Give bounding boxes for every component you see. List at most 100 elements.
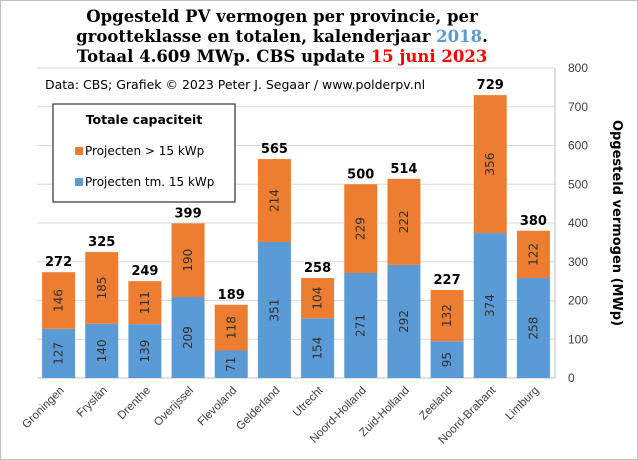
legend-label: Projecten > 15 kWp [85,144,204,158]
data-label-large: 214 [267,189,281,212]
data-label-large: 132 [440,304,454,327]
title-run: 2018 [436,27,482,46]
bar-segment-small [257,241,291,378]
bar-segment-large [301,278,335,319]
data-label-small: 71 [224,357,238,372]
data-label-large: 229 [354,217,368,240]
x-tick-label: Gelderland [234,385,282,433]
title-run: Totaal 4.609 MWp. CBS update [77,47,371,66]
total-label: 258 [304,261,331,276]
title-line: Totaal 4.609 MWp. CBS update 15 juni 202… [77,47,488,66]
bar-segment-small [344,272,378,378]
data-label-small: 351 [267,299,281,322]
bar-segment-small [214,350,248,378]
title-line: Opgesteld PV vermogen per provincie, per [86,7,478,26]
legend-swatch [75,147,83,155]
y-tick-label: 200 [568,294,588,308]
data-label-small: 127 [52,342,66,365]
total-label: 514 [390,162,417,177]
bar-segment-large [214,304,248,351]
bar-segment-small [430,341,464,378]
total-label: 399 [175,206,202,221]
total-label: 500 [347,167,374,182]
bar-segment-small [171,297,205,378]
x-tick-label: Limburg [504,385,542,423]
data-label-small: 140 [95,339,109,362]
y-axis-label: Opgesteld vermogen (MWp) [609,120,624,326]
bar-segment-large [473,95,507,234]
x-tick-label: Fryslân [75,385,110,420]
bar-segment-large [430,290,464,342]
data-label-large: 185 [95,276,109,299]
data-label-small: 374 [483,294,497,317]
bar-segment-small [42,328,76,378]
y-tick-label: 400 [568,216,588,230]
data-label-small: 95 [440,352,454,367]
title-run: 15 juni 2023 [371,47,488,66]
y-tick-label: 100 [568,332,588,346]
data-label-large: 118 [224,316,238,339]
bar-segment-small [301,318,335,378]
total-label: 189 [218,288,245,303]
total-label: 380 [520,214,547,229]
bar-segment-large [128,281,162,325]
x-tick-label: Flevoland [196,385,240,429]
data-label-large: 104 [311,287,325,310]
x-tick-label: Overijssel [152,385,196,429]
total-label: 249 [131,264,158,279]
bar-segment-large [516,230,550,279]
bar-segment-small [85,323,119,378]
bar-segment-small [387,264,421,378]
y-tick-label: 0 [568,371,575,385]
data-label-small: 139 [138,340,152,363]
x-tick-label: Drenthe [116,385,153,422]
y-tick-label: 600 [568,139,588,153]
legend-swatch [75,178,83,186]
y-tick-label: 500 [568,177,588,191]
chart-title: Opgesteld PV vermogen per provincie, per… [76,7,488,66]
data-label-small: 271 [354,314,368,337]
total-label: 227 [434,273,461,288]
legend-box [52,103,236,203]
title-line: grootteklasse en totalen, kalenderjaar 2… [76,27,488,46]
source-credit: Data: CBS; Grafiek © 2023 Peter J. Segaa… [45,77,425,92]
data-label-large: 146 [52,289,66,312]
legend: Totale capaciteit Projecten > 15 kWp Proj… [52,103,236,203]
bar-segment-small [128,324,162,378]
data-label-small: 258 [526,317,540,340]
data-label-large: 111 [138,291,152,314]
bar-segment-small [516,278,550,378]
data-label-small: 209 [181,326,195,349]
legend-title: Totale capaciteit [86,112,203,127]
bar-segment-large [85,252,119,324]
title-run: Opgesteld PV vermogen per provincie, per [86,7,478,26]
data-label-small: 292 [397,310,411,333]
total-label: 272 [45,255,72,270]
bar-segment-large [42,272,76,329]
data-label-large: 122 [526,243,540,266]
total-label: 565 [261,142,288,157]
legend-label: Projecten tm. 15 kWp [85,175,214,189]
bar-segment-large [257,159,291,242]
x-tick-label: Zeeland [417,385,455,423]
y-tick-label: 300 [568,255,588,269]
total-label: 325 [88,235,115,250]
data-label-large: 356 [483,153,497,176]
x-tick-label: Utrecht [291,384,326,419]
bar-segment-large [344,184,378,273]
y-tick-label: 800 [568,61,588,75]
bars: 127 146 272 140 185 325 139 111 249 209 190 399 71 11… [42,78,550,378]
title-run: . [482,27,488,46]
title-run: grootteklasse en totalen, kalenderjaar [76,27,436,46]
x-tick-label: Groningen [20,385,66,431]
y-tick-label: 700 [568,100,588,114]
data-label-small: 154 [311,337,325,360]
total-label: 729 [477,78,504,93]
bar-segment-large [171,223,205,298]
data-label-large: 190 [181,249,195,272]
bar-segment-large [387,178,421,265]
data-label-large: 222 [397,210,411,233]
bar-segment-small [473,233,507,378]
